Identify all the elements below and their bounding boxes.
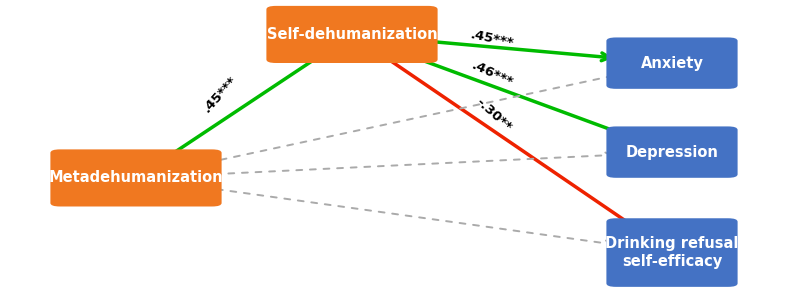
FancyBboxPatch shape (606, 218, 738, 287)
Text: Depression: Depression (626, 145, 718, 160)
FancyBboxPatch shape (606, 38, 738, 89)
Text: .45***: .45*** (469, 28, 515, 50)
FancyBboxPatch shape (606, 127, 738, 178)
Text: Self-dehumanization: Self-dehumanization (266, 27, 438, 42)
Text: Anxiety: Anxiety (641, 56, 703, 71)
Text: Drinking refusal
self-efficacy: Drinking refusal self-efficacy (606, 236, 738, 269)
FancyBboxPatch shape (266, 6, 438, 63)
Text: Metadehumanization: Metadehumanization (49, 170, 223, 185)
Text: .46***: .46*** (470, 59, 514, 90)
FancyBboxPatch shape (50, 150, 222, 207)
Text: .45***: .45*** (201, 74, 239, 115)
Text: -.30**: -.30** (474, 96, 514, 134)
